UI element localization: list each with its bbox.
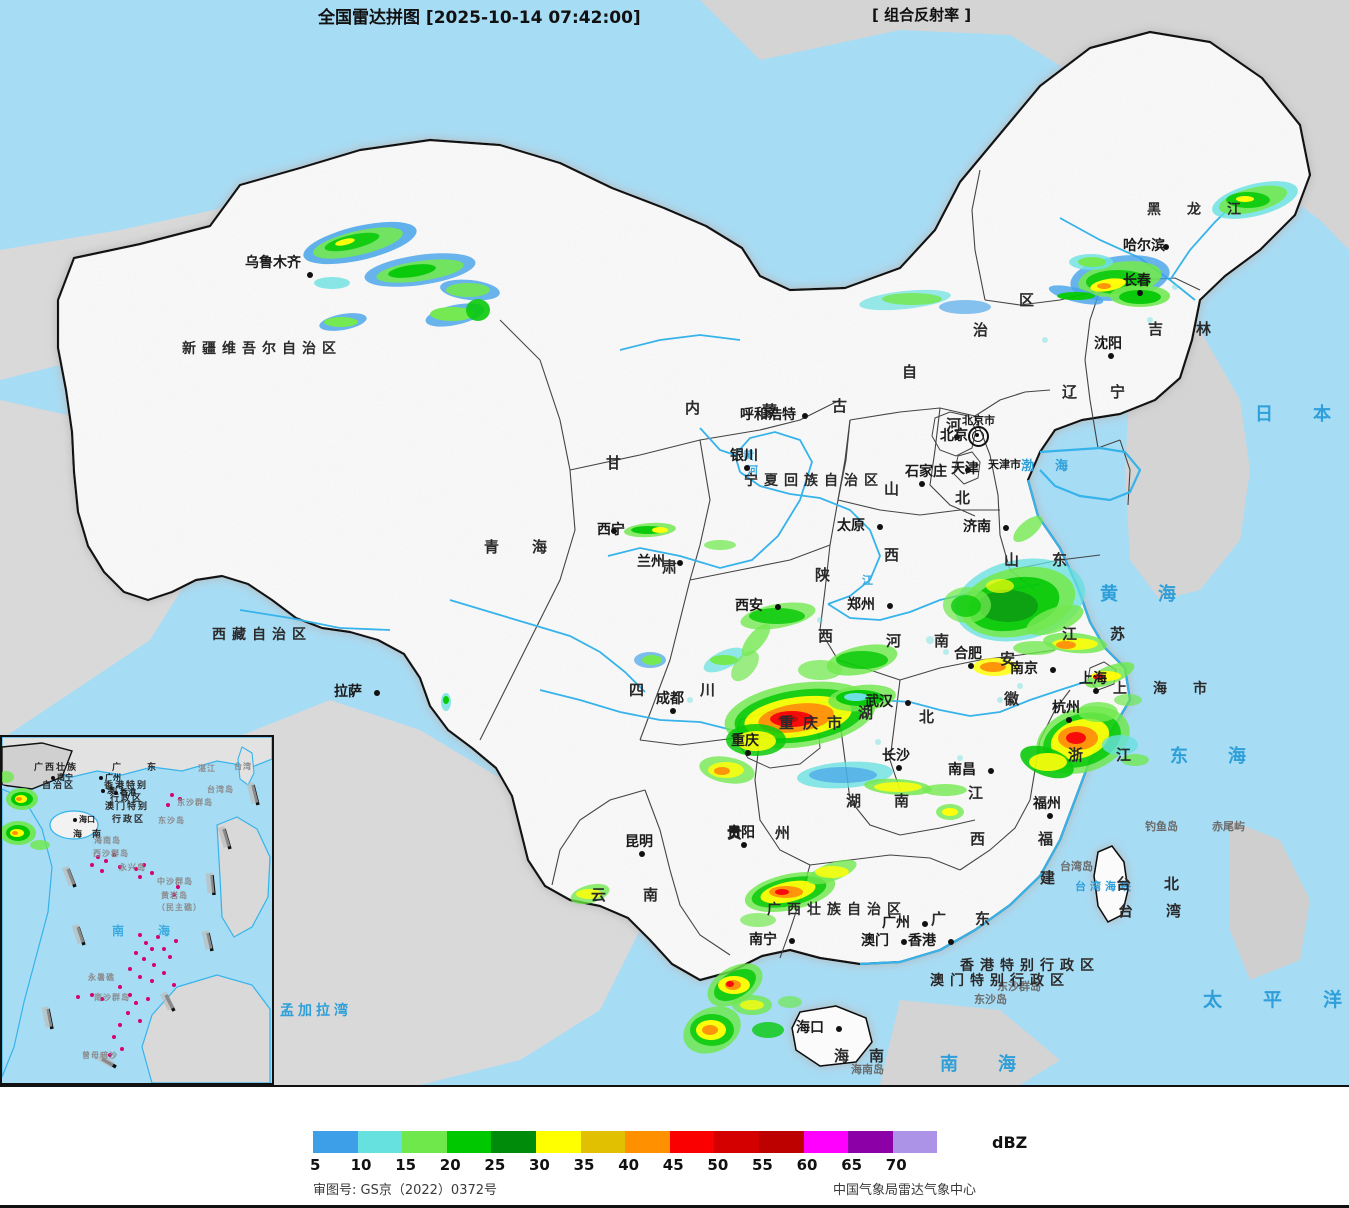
dbz-tick-labels: 5 10 15 20 25 30 35 40 45 50 55 60 65 70 [305, 1156, 1025, 1176]
city-marker-10 [1003, 525, 1009, 531]
city-marker-11 [1108, 353, 1114, 359]
city-marker-5 [802, 413, 808, 419]
tick-20: 20 [439, 1156, 461, 1174]
tick-45: 45 [662, 1156, 684, 1174]
city-marker-13 [1137, 290, 1143, 296]
tick-5: 5 [310, 1156, 321, 1174]
colorbar-swatch-5 [313, 1131, 358, 1153]
city-marker-28 [789, 938, 795, 944]
city-marker-3 [677, 560, 683, 566]
colorbar-swatch-10 [357, 1131, 403, 1153]
product-title: [ 组合反射率 ] [872, 6, 972, 24]
city-marker-21 [1047, 813, 1053, 819]
dbz-colorbar[interactable] [313, 1131, 938, 1153]
city-marker-9 [877, 524, 883, 530]
city-marker-7 [965, 467, 971, 473]
tick-70: 70 [885, 1156, 907, 1174]
city-marker-20 [988, 768, 994, 774]
inset-city-marker-2 [73, 818, 77, 822]
colorbar-swatch-65 [848, 1131, 893, 1153]
dbz-unit-label: dBZ [992, 1133, 1028, 1152]
issuing-agency: 中国气象局雷达气象中心 [833, 1183, 977, 1198]
city-marker-1 [374, 690, 380, 696]
tick-10: 10 [350, 1156, 372, 1174]
city-marker-18 [1093, 688, 1099, 694]
colorbar-swatch-45 [669, 1131, 715, 1153]
tick-35: 35 [573, 1156, 595, 1174]
inset-city-marker-0 [51, 776, 55, 780]
tick-60: 60 [796, 1156, 818, 1174]
city-marker-32 [836, 1026, 842, 1032]
capital-marker-beijing [968, 426, 989, 447]
city-marker-22 [905, 700, 911, 706]
city-marker-26 [741, 842, 747, 848]
tick-25: 25 [484, 1156, 506, 1174]
city-marker-4 [744, 465, 750, 471]
inset-city-marker-4 [114, 791, 118, 795]
tick-15: 15 [395, 1156, 417, 1174]
city-marker-17 [1050, 667, 1056, 673]
tick-65: 65 [841, 1156, 863, 1174]
south-china-sea-inset-map[interactable]: 广西壮族自治区广东香港特别行政区澳门特别行政区海南南宁广州海口澳门香港台湾台湾岛… [0, 735, 274, 1085]
city-marker-23 [896, 765, 902, 771]
city-marker-16 [968, 663, 974, 669]
colorbar-swatch-30 [535, 1131, 581, 1153]
city-marker-19 [1066, 717, 1072, 723]
city-marker-0 [307, 272, 313, 278]
inset-city-marker-3 [101, 789, 105, 793]
city-marker-15 [887, 603, 893, 609]
city-marker-14 [775, 604, 781, 610]
city-marker-12 [1163, 244, 1169, 250]
colorbar-swatch-15 [402, 1131, 447, 1153]
page-title: 全国雷达拼图 [2025-10-14 07:42:00] [318, 8, 641, 28]
inset-city-marker-1 [99, 776, 103, 780]
colorbar-swatch-55 [758, 1131, 804, 1153]
colorbar-swatch-20 [446, 1131, 492, 1153]
city-marker-27 [639, 851, 645, 857]
colorbar-swatch-60 [803, 1131, 849, 1153]
city-marker-8 [919, 481, 925, 487]
legend-title-row [0, 1093, 1349, 1119]
tick-30: 30 [529, 1156, 550, 1174]
tick-50: 50 [707, 1156, 729, 1174]
approval-number: 审图号: GS京（2022）0372号 [313, 1183, 498, 1198]
tick-55: 55 [752, 1156, 773, 1174]
city-marker-6 [954, 434, 960, 440]
tick-40: 40 [618, 1156, 640, 1174]
colorbar-swatch-40 [625, 1131, 670, 1153]
colorbar-swatch-50 [714, 1131, 759, 1153]
city-marker-2 [611, 528, 617, 534]
colorbar-swatch-70 [892, 1131, 938, 1153]
city-marker-30 [948, 939, 954, 945]
city-marker-24 [670, 708, 676, 714]
inset-geometry [2, 737, 272, 1083]
city-marker-29 [922, 921, 928, 927]
city-marker-31 [901, 939, 907, 945]
colorbar-swatch-35 [580, 1131, 626, 1153]
city-marker-25 [745, 750, 751, 756]
colorbar-swatch-25 [491, 1131, 536, 1153]
